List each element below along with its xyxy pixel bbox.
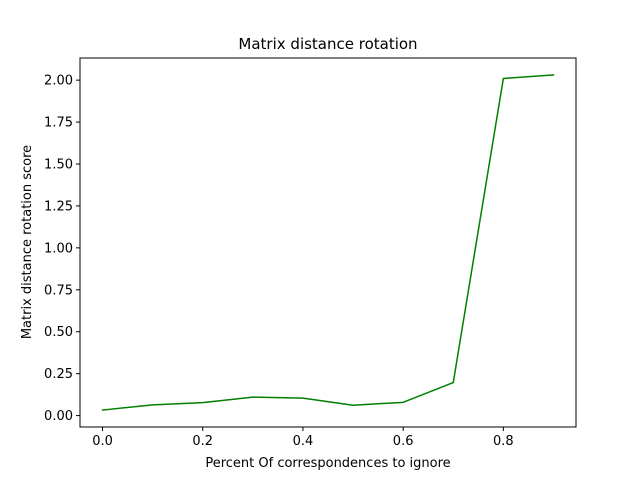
plot-area: 0.0 0.2 0.4 0.6 0.8 0.00 0.25 0.50 0.75 1.00 1.25 1… <box>44 57 577 449</box>
x-tick-label: 0.8 <box>493 434 514 449</box>
y-tick-label: 0.25 <box>44 367 73 382</box>
x-tick-label: 0.6 <box>393 434 414 449</box>
y-axis-label: Matrix distance rotation score <box>20 145 35 339</box>
axes-frame <box>79 57 577 428</box>
chart-title: Matrix distance rotation <box>238 35 417 53</box>
y-tick-label: 0.75 <box>44 283 73 298</box>
y-tick-label: 1.50 <box>44 158 73 173</box>
x-tick-label: 0.2 <box>192 434 213 449</box>
x-axis-label: Percent Of correspondences to ignore <box>205 456 450 471</box>
y-tick-label: 2.00 <box>44 74 73 89</box>
y-tick-label: 1.75 <box>44 116 73 131</box>
y-tick-label: 0.50 <box>44 325 73 340</box>
y-tick-label: 1.25 <box>44 199 73 214</box>
x-tick-label: 0.4 <box>293 434 314 449</box>
series-line-0 <box>101 74 555 411</box>
x-tick-label: 0.0 <box>92 434 113 449</box>
y-tick-label: 0.00 <box>44 409 73 424</box>
y-tick-label: 1.00 <box>44 241 73 256</box>
